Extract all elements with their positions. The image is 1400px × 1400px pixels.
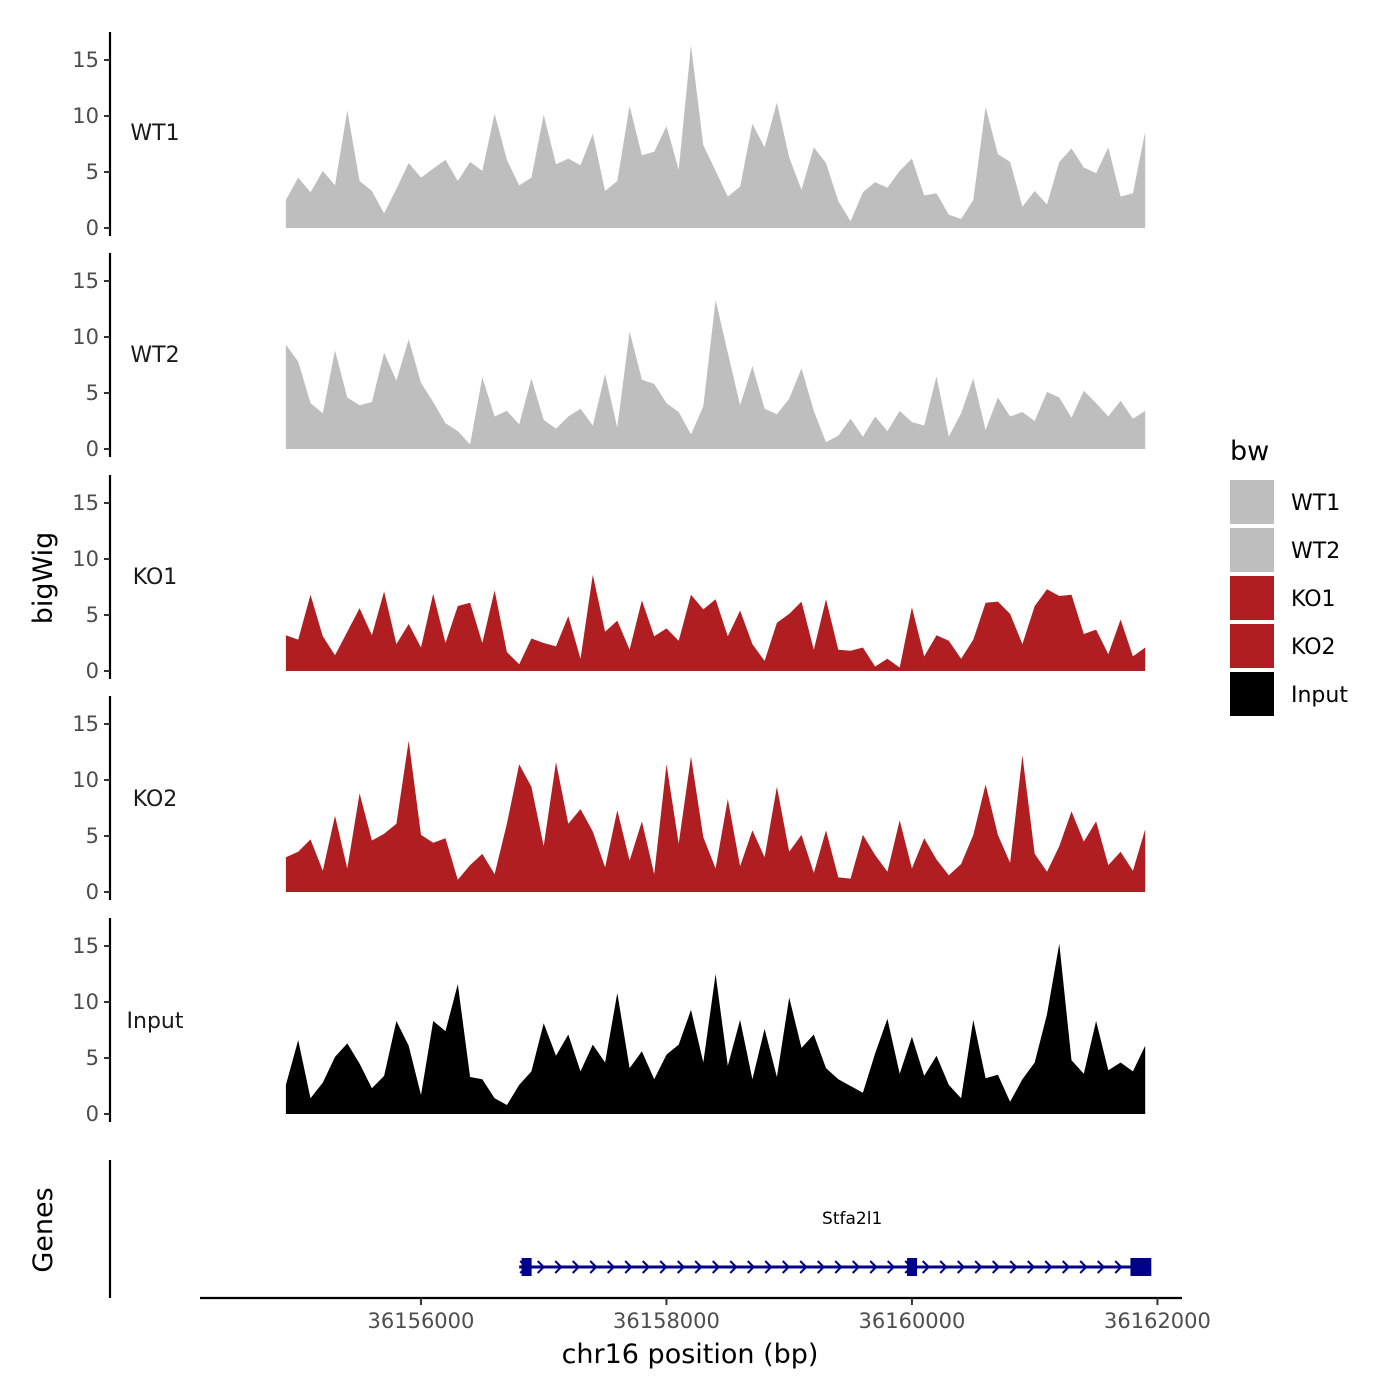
coverage-area-ko1 [285, 574, 1146, 671]
strand-arrow [886, 1260, 896, 1274]
coverage-area-ko2 [285, 740, 1146, 892]
track-label-input: Input [127, 1009, 184, 1034]
legend-key-ko2 [1230, 624, 1274, 668]
x-tick-label: 36158000 [613, 1309, 720, 1333]
strand-arrow [921, 1260, 931, 1274]
track-ko2: 0 5 10 15 KO2 [72, 696, 1146, 904]
gene-name-label: Stfa2l1 [822, 1209, 882, 1229]
strand-arrow [834, 1260, 843, 1274]
strand-arrow [1114, 1260, 1123, 1274]
coverage-area-input [285, 943, 1146, 1114]
x-tick-label: 36162000 [1104, 1309, 1211, 1333]
strand-arrow [659, 1260, 668, 1274]
strand-arrow [711, 1260, 721, 1274]
strand-arrow [956, 1260, 966, 1274]
legend-label-wt2: WT2 [1291, 539, 1340, 564]
strand-arrow [991, 1260, 1001, 1274]
coverage-area-wt1 [285, 45, 1146, 229]
track-ko1: 0 5 10 15 KO1 [72, 475, 1146, 683]
y-tick-label: 10 [72, 547, 99, 571]
track-label-ko1: KO1 [133, 565, 178, 590]
y-tick-label: 5 [86, 603, 99, 627]
strand-arrow [816, 1260, 826, 1274]
strand-arrow [1026, 1260, 1036, 1274]
strand-arrow [694, 1260, 703, 1274]
y-tick-label: 15 [72, 48, 99, 72]
strand-arrow [939, 1260, 948, 1274]
exon [1130, 1258, 1152, 1276]
y-tick-label: 0 [86, 659, 99, 683]
gene-track-title: Genes [28, 1187, 59, 1272]
y-tick-label: 15 [72, 269, 99, 293]
strand-arrow [974, 1260, 983, 1274]
legend-key-ko1 [1230, 576, 1274, 620]
strand-arrow [869, 1260, 878, 1274]
strand-arrow [571, 1260, 581, 1274]
y-tick-label: 15 [72, 934, 99, 958]
coverage-area-wt2 [285, 300, 1146, 449]
legend: bw WT1 WT2 KO1 KO2 Input [1230, 436, 1348, 716]
strand-arrow [676, 1260, 686, 1274]
exon [907, 1258, 918, 1276]
y-tick-label: 10 [72, 325, 99, 349]
track-label-ko2: KO2 [133, 787, 178, 812]
track-wt1: 0 5 10 15 WT1 [72, 32, 1146, 240]
strand-arrow [641, 1260, 651, 1274]
legend-key-input [1230, 672, 1274, 716]
y-tick-label: 15 [72, 712, 99, 736]
track-wt2: 0 5 10 15 WT2 [72, 253, 1146, 461]
track-label-wt1: WT1 [130, 121, 179, 146]
strand-arrow [1044, 1260, 1053, 1274]
x-axis: 36156000 36158000 36160000 36162000 [200, 1296, 1211, 1333]
bigwig-tracks: 0 5 10 15 WT1 0 5 10 15 WT2 0 5 10 15 KO1 0 5 10 15 KO2 0 5 10… [72, 32, 1146, 1126]
y-tick-label: 10 [72, 768, 99, 792]
legend-title: bw [1230, 436, 1269, 467]
strand-arrow [1079, 1260, 1088, 1274]
strand-arrow [764, 1260, 773, 1274]
y-tick-label: 5 [86, 1046, 99, 1070]
strand-arrow [589, 1260, 598, 1274]
strand-arrow [606, 1260, 616, 1274]
y-tick-label: 15 [72, 491, 99, 515]
y-tick-label: 5 [86, 160, 99, 184]
y-tick-label: 5 [86, 381, 99, 405]
strand-arrow [554, 1260, 563, 1274]
strand-arrow [746, 1260, 756, 1274]
track-label-wt2: WT2 [130, 343, 179, 368]
exon [521, 1258, 532, 1276]
legend-label-wt1: WT1 [1291, 491, 1340, 516]
y-tick-label: 0 [86, 216, 99, 240]
gene-track: Stfa2l1 [108, 1160, 1152, 1298]
legend-label-ko2: KO2 [1291, 635, 1336, 660]
y-tick-label: 0 [86, 1102, 99, 1126]
strand-arrow [536, 1260, 546, 1274]
y-tick-label: 10 [72, 990, 99, 1014]
y-axis-title: bigWig [28, 532, 59, 625]
x-axis-title: chr16 position (bp) [562, 1339, 819, 1370]
y-tick-label: 0 [86, 880, 99, 904]
legend-key-wt1 [1230, 480, 1274, 524]
strand-arrow [624, 1260, 633, 1274]
legend-label-input: Input [1291, 683, 1348, 708]
legend-key-wt2 [1230, 528, 1274, 572]
strand-arrow [851, 1260, 861, 1274]
y-tick-label: 10 [72, 104, 99, 128]
y-tick-label: 0 [86, 437, 99, 461]
strand-arrow [1061, 1260, 1071, 1274]
strand-arrow [1096, 1260, 1106, 1274]
strand-arrow [781, 1260, 791, 1274]
y-tick-label: 5 [86, 824, 99, 848]
x-tick-label: 36156000 [368, 1309, 475, 1333]
track-input: 0 5 10 15 Input [72, 918, 1146, 1126]
strand-arrow [1009, 1260, 1018, 1274]
strand-arrow [799, 1260, 808, 1274]
strand-arrow [729, 1260, 738, 1274]
legend-label-ko1: KO1 [1291, 587, 1336, 612]
x-tick-label: 36160000 [859, 1309, 966, 1333]
